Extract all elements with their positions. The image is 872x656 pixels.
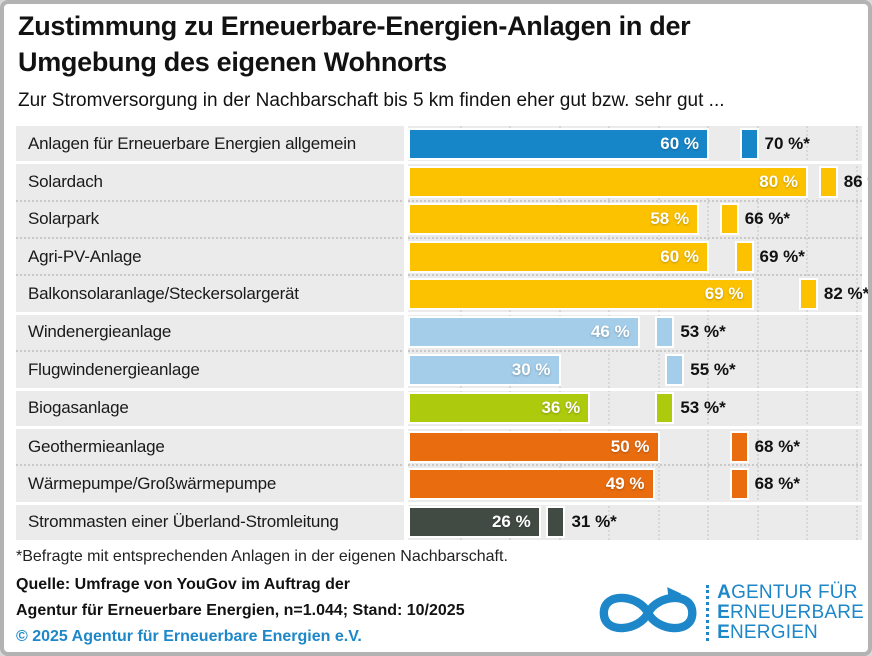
subgroup-value-label: 70 %* xyxy=(764,133,810,153)
source-text-line1: Quelle: Umfrage von YouGov im Auftrag de… xyxy=(16,576,350,593)
chart-row: Strommasten einer Überland-Stromleitung 2… xyxy=(16,505,862,540)
gridline xyxy=(707,126,709,540)
logo-dotted-divider xyxy=(706,585,710,641)
subgroup-marker xyxy=(665,353,685,386)
bar-value-label: 36 % xyxy=(541,398,581,418)
label-plot-divider xyxy=(404,126,408,540)
bar-value-label: 49 % xyxy=(605,473,645,493)
value-bar: 60 % xyxy=(408,240,709,273)
row-plot: 60 % 69 %* xyxy=(408,239,862,274)
logo-wordmark: AGENTUR FÜR ERNEUERBARE ENERGIEN xyxy=(717,583,864,643)
value-bar: 46 % xyxy=(408,316,640,349)
value-bar: 69 % xyxy=(408,278,754,311)
subgroup-value-label: 82 %* xyxy=(823,284,870,304)
subgroup-marker xyxy=(655,392,675,425)
bar-value-label: 69 % xyxy=(704,284,744,304)
row-label: Balkonsolaranlage/Steckersolargerät xyxy=(28,284,299,304)
row-label: Solarpark xyxy=(28,209,99,229)
chart-row: Windenergieanlage 46 % 53 %* xyxy=(16,315,862,353)
gridline xyxy=(855,126,858,540)
subgroup-value-label: 66 %* xyxy=(744,209,791,229)
chart-footnote: *Befragte mit entsprechenden Anlagen in … xyxy=(16,548,508,565)
subgroup-marker xyxy=(798,278,818,311)
chart-row: Anlagen für Erneuerbare Energien allgeme… xyxy=(16,126,862,165)
row-plot: 46 % 53 %* xyxy=(408,315,862,350)
subgroup-marker xyxy=(546,506,566,539)
row-label: Agri-PV-Anlage xyxy=(28,246,142,266)
subgroup-marker xyxy=(739,127,759,160)
chart-rows: Anlagen für Erneuerbare Energien allgeme… xyxy=(16,126,868,540)
gridline xyxy=(756,126,759,540)
row-label: Biogasanlage xyxy=(28,398,129,418)
chart-row: Agri-PV-Anlage 60 % 69 %* xyxy=(16,239,862,277)
row-plot: 49 % 68 %* xyxy=(408,466,862,501)
value-bar: 60 % xyxy=(408,127,709,160)
subgroup-marker xyxy=(734,240,754,273)
page-title: Zustimmung zu Erneuerbare-Energien-Anlag… xyxy=(18,11,691,77)
chart-row: Flugwindenergieanlage 30 % 55 %* xyxy=(16,352,862,391)
subgroup-value-label: 68 %* xyxy=(754,473,800,493)
row-label: Flugwindenergieanlage xyxy=(28,359,200,379)
source-text-line2: Agentur für Erneuerbare Energien, n=1.04… xyxy=(16,602,465,619)
bar-value-label: 58 % xyxy=(650,209,690,229)
value-bar: 30 % xyxy=(408,353,561,386)
chart-row: Solarpark 58 % 66 %* xyxy=(16,202,862,240)
subgroup-value-label: 53 %* xyxy=(680,398,726,418)
row-label: Geothermieanlage xyxy=(28,436,165,456)
page-subtitle: Zur Stromversorgung in der Nachbarschaft… xyxy=(18,90,725,111)
bar-value-label: 80 % xyxy=(759,172,798,192)
chart-row: Wärmepumpe/Großwärmepumpe 49 % 68 %* xyxy=(16,466,862,505)
subgroup-marker xyxy=(818,166,838,199)
subgroup-value-label: 31 %* xyxy=(571,512,617,532)
copyright-text: © 2025 Agentur für Erneuerbare Energien … xyxy=(16,628,362,645)
subgroup-value-label: 69 %* xyxy=(759,246,805,266)
subgroup-marker xyxy=(729,430,749,463)
value-bar: 26 % xyxy=(408,506,541,539)
row-label: Strommasten einer Überland-Stromleitung xyxy=(28,512,339,532)
subgroup-value-label: 86 %* xyxy=(843,172,868,192)
bar-value-label: 60 % xyxy=(660,246,699,266)
row-label: Wärmepumpe/Großwärmepumpe xyxy=(28,473,277,493)
row-label: Windenergieanlage xyxy=(28,322,172,342)
value-bar: 50 % xyxy=(408,430,660,463)
bar-value-label: 46 % xyxy=(590,322,630,342)
chart-row: Balkonsolaranlage/Steckersolargerät 69 % 8… xyxy=(16,276,868,315)
subgroup-marker xyxy=(729,467,749,500)
chart-row: Solardach 80 % 86 %* xyxy=(16,164,868,202)
logo-line: ERNEUERBARE xyxy=(717,602,864,623)
subgroup-marker xyxy=(719,203,739,236)
chart-row: Biogasanlage 36 % 53 %* xyxy=(16,391,862,429)
bar-value-label: 50 % xyxy=(610,436,650,456)
agency-logo: AGENTUR FÜR ERNEUERBARE ENERGIEN xyxy=(598,580,864,646)
logo-line: AGENTUR FÜR xyxy=(717,582,858,603)
row-plot: 60 % 70 %* xyxy=(408,126,862,161)
row-label: Anlagen für Erneuerbare Energien allgeme… xyxy=(28,133,357,153)
row-plot: 36 % 53 %* xyxy=(408,391,862,426)
chart-row: Geothermieanlage 50 % 68 %* xyxy=(16,429,862,467)
subgroup-value-label: 53 %* xyxy=(680,322,726,342)
subgroup-value-label: 55 %* xyxy=(690,359,736,379)
row-plot: 50 % 68 %* xyxy=(408,429,862,464)
row-plot: 58 % 66 %* xyxy=(408,202,862,237)
row-plot: 69 % 82 %* xyxy=(408,276,868,311)
bar-value-label: 30 % xyxy=(511,359,551,379)
bar-chart-panel: Anlagen für Erneuerbare Energien allgeme… xyxy=(16,126,868,540)
value-bar: 58 % xyxy=(408,203,700,236)
gridline xyxy=(806,126,808,540)
value-bar: 80 % xyxy=(408,166,808,199)
row-label: Solardach xyxy=(28,172,103,192)
row-plot: 26 % 31 %* xyxy=(408,505,862,540)
row-plot: 80 % 86 %* xyxy=(408,164,868,199)
value-bar: 36 % xyxy=(408,392,591,425)
value-bar: 49 % xyxy=(408,467,655,500)
row-plot: 30 % 55 %* xyxy=(408,352,862,387)
subgroup-value-label: 68 %* xyxy=(754,436,800,456)
bar-value-label: 60 % xyxy=(660,133,699,153)
logo-line: ENERGIEN xyxy=(717,622,818,643)
subgroup-marker xyxy=(655,316,675,349)
bar-value-label: 26 % xyxy=(491,512,531,532)
infinity-arrow-icon xyxy=(599,587,697,633)
